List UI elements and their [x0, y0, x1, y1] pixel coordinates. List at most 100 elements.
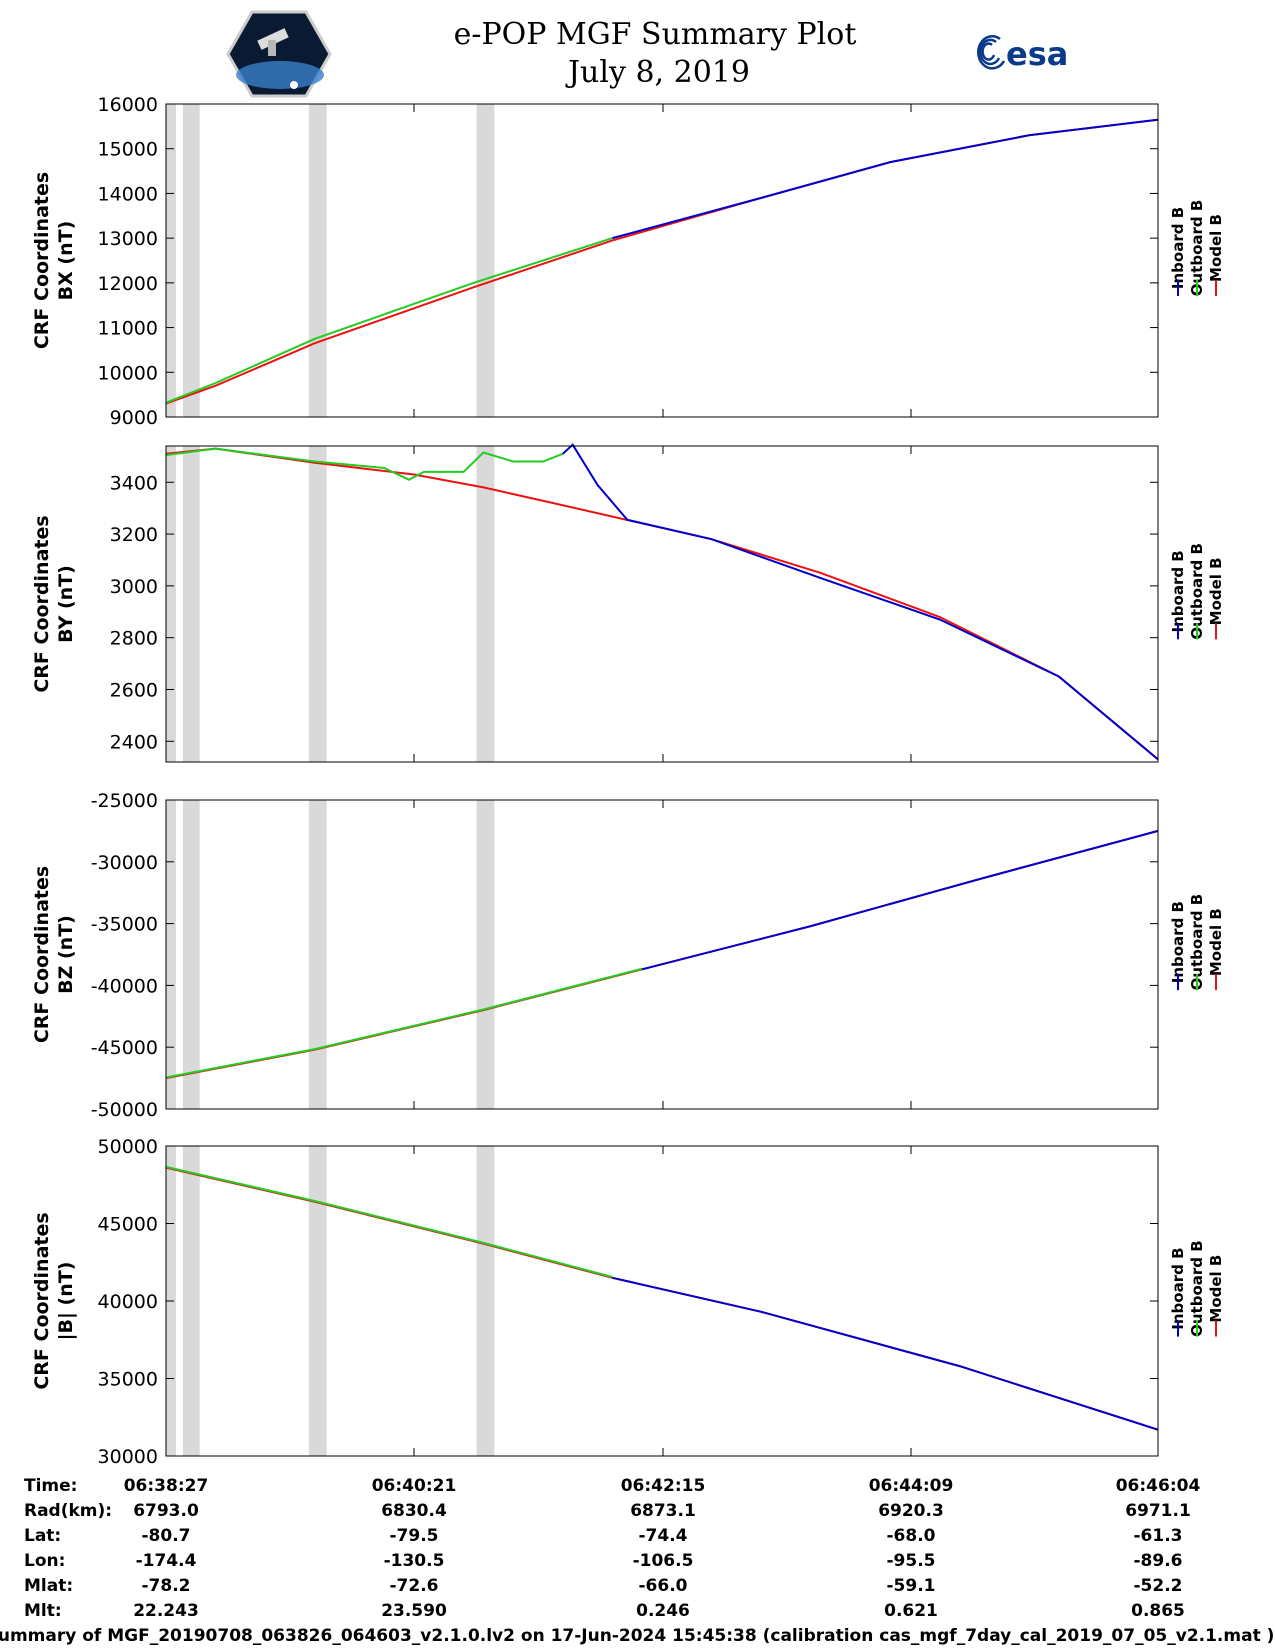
data-gap-band [476, 800, 495, 1109]
legend-label: Outboard B [1188, 1240, 1206, 1337]
data-gap-band [308, 446, 327, 762]
y-tick-label: 15000 [98, 139, 158, 161]
legend-label: Outboard B [1188, 200, 1206, 297]
panel-frame [165, 799, 1159, 1110]
table-row-label: Lon: [24, 1551, 65, 1571]
legend-label: Model B [1207, 557, 1225, 625]
panel-frame [165, 103, 1159, 418]
legend-label: Inboard B [1169, 1247, 1187, 1329]
y-axis-label-line2: BZ (nT) [55, 915, 77, 994]
data-gap-band [476, 446, 495, 762]
table-cell: -95.5 [887, 1551, 936, 1571]
table-cell: 0.246 [636, 1601, 690, 1621]
series-line-inboard-b [612, 1276, 1159, 1431]
legend-label: Inboard B [1169, 550, 1187, 632]
y-tick-label: -30000 [91, 852, 158, 874]
panel-frame [165, 445, 1159, 763]
table-cell: 0.865 [1131, 1601, 1185, 1621]
table-cell: -66.0 [639, 1576, 688, 1596]
data-gap-band [182, 104, 200, 417]
table-cell: -174.4 [136, 1551, 197, 1571]
y-tick-label: 2800 [110, 628, 158, 650]
data-gap-band [308, 800, 327, 1109]
plot-panels: 9000 10000 11000 12000 13000 14000 15000 16000 C… [31, 94, 1225, 1468]
table-cell: -74.4 [639, 1526, 688, 1546]
y-tick-label: -45000 [91, 1037, 158, 1059]
table-cell: 6830.4 [381, 1501, 447, 1521]
table-cell: -68.0 [887, 1526, 936, 1546]
table-cell: 22.243 [133, 1601, 199, 1621]
data-gap-band [182, 446, 200, 762]
esa-logo: esa [977, 35, 1068, 73]
table-cell: 06:38:27 [124, 1476, 209, 1496]
table-cell: 6971.1 [1125, 1501, 1191, 1521]
table-cell: -106.5 [633, 1551, 694, 1571]
table-cell: 0.621 [884, 1601, 938, 1621]
series-line-outboard-b [165, 237, 613, 404]
data-gap-band [476, 104, 495, 417]
series-line-outboard-b [165, 967, 643, 1079]
table-cell: 06:42:15 [621, 1476, 706, 1496]
ephemeris-table: Time: Rad(km): Lat: Lon: Mlat: Mlt: 06:38:27 67… [24, 1476, 1200, 1621]
y-tick-label: 13000 [98, 228, 158, 250]
y-axis-label-line2: |B| (nT) [55, 1262, 77, 1341]
legend-label: Model B [1207, 908, 1225, 976]
series-line-model-b [165, 447, 1159, 761]
y-tick-label: 35000 [98, 1369, 158, 1391]
table-cell: 23.590 [381, 1601, 447, 1621]
series-line-inboard-b [562, 443, 1159, 761]
y-tick-label: 3000 [110, 576, 158, 598]
table-cell: -80.7 [142, 1526, 191, 1546]
footer-caption: Summary of MGF_20190708_063826_064603_v2… [0, 1626, 1274, 1646]
data-gap-band [308, 1146, 327, 1456]
y-tick-label: 2400 [110, 731, 158, 753]
table-row-label: Mlt: [24, 1601, 62, 1621]
y-tick-label: 11000 [98, 318, 158, 340]
cassiope-logo [226, 10, 332, 98]
table-cell: 06:44:09 [869, 1476, 954, 1496]
data-gap-band [182, 800, 200, 1109]
panel-3: -50000 -45000 -40000 -35000 -30000 -25000 CRF … [31, 790, 1225, 1121]
legend-label: Inboard B [1169, 901, 1187, 983]
y-axis-label-line1: CRF Coordinates [31, 172, 53, 349]
series-line-inboard-b [641, 829, 1159, 971]
y-tick-label: 40000 [98, 1291, 158, 1313]
y-tick-label: 3200 [110, 524, 158, 546]
y-axis-label-line1: CRF Coordinates [31, 866, 53, 1043]
table-cell: -79.5 [390, 1526, 439, 1546]
table-row-label: Lat: [24, 1526, 61, 1546]
legend-label: Outboard B [1188, 894, 1206, 991]
data-gap-band [166, 446, 176, 762]
y-axis-label-line2: BY (nT) [55, 565, 77, 643]
table-cell: 6920.3 [878, 1501, 944, 1521]
series-line-outboard-b [165, 447, 564, 481]
legend-label: Model B [1207, 1255, 1225, 1323]
table-cell: -72.6 [390, 1576, 439, 1596]
table-cell: -52.2 [1134, 1576, 1183, 1596]
data-gap-band [476, 1146, 495, 1456]
y-tick-label: 16000 [98, 94, 158, 116]
table-row-label: Time: [24, 1476, 77, 1496]
y-tick-label: 50000 [98, 1136, 158, 1158]
table-row-label: Rad(km): [24, 1501, 112, 1521]
panel-2: 2400 2600 2800 3000 3200 3400 CRF Coordinates B… [31, 443, 1225, 763]
y-tick-label: 14000 [98, 183, 158, 205]
table-cell: -78.2 [142, 1576, 191, 1596]
y-tick-label: -40000 [91, 975, 158, 997]
chart-title: e-POP MGF Summary Plot [454, 17, 857, 52]
y-tick-label: 9000 [110, 407, 158, 429]
legend-label: Model B [1207, 214, 1225, 282]
table-cell: -130.5 [384, 1551, 445, 1571]
table-cell: 6873.1 [630, 1501, 696, 1521]
panel-1: 9000 10000 11000 12000 13000 14000 15000 16000 C… [31, 94, 1225, 429]
table-cell: 06:46:04 [1116, 1476, 1201, 1496]
table-cell: -89.6 [1134, 1551, 1183, 1571]
y-tick-label: 30000 [98, 1446, 158, 1468]
y-axis-label-line1: CRF Coordinates [31, 515, 53, 692]
y-tick-label: -35000 [91, 914, 158, 936]
table-cell: -59.1 [887, 1576, 936, 1596]
y-axis-label-line1: CRF Coordinates [31, 1212, 53, 1389]
esa-logo-text: esa [1006, 35, 1068, 73]
table-cell: -61.3 [1134, 1526, 1183, 1546]
